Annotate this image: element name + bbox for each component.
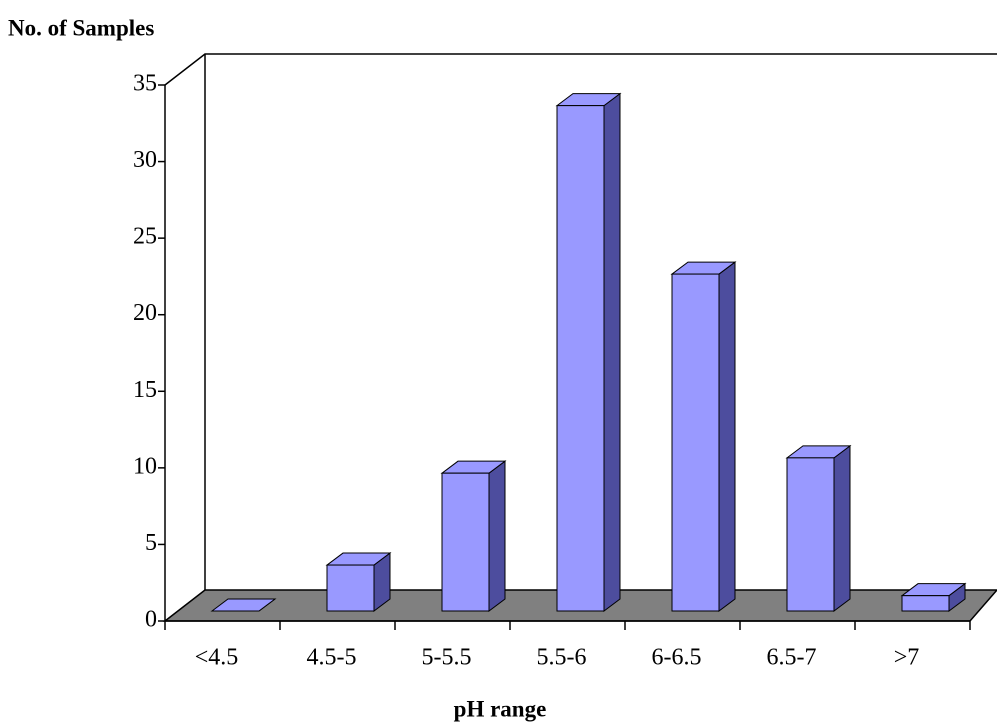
chart: No. of Samples pH range 0 5 10 15 20 25 30 35 <4…	[0, 0, 997, 726]
y-tick-label: 15	[133, 377, 157, 403]
bar-side	[834, 446, 850, 611]
y-tick-label: 10	[133, 453, 157, 479]
bar	[442, 473, 489, 611]
y-tick-label: 30	[133, 147, 157, 173]
x-tick-label: 6-6.5	[652, 645, 702, 671]
page: {"chart_data": {"type": "bar", "ylabel":…	[0, 0, 997, 726]
bar-side	[604, 94, 620, 611]
y-tick-label: 5	[145, 530, 157, 556]
y-tick-label: 25	[133, 224, 157, 250]
x-tick-label: 6.5-7	[767, 645, 817, 671]
bar-side	[489, 461, 505, 611]
back-wall	[165, 54, 997, 85]
y-tick-label: 20	[133, 300, 157, 326]
y-axis-title: No. of Samples	[8, 15, 154, 40]
x-tick-label: <4.5	[195, 645, 239, 671]
bar	[902, 596, 949, 611]
x-tick-label: 4.5-5	[307, 645, 357, 671]
y-tick-label: 35	[133, 71, 157, 97]
y-tick-label: 0	[145, 607, 157, 633]
bar	[557, 106, 604, 611]
x-tick-label: >7	[894, 645, 920, 671]
bar	[787, 458, 834, 611]
x-tick-label: 5-5.5	[422, 645, 472, 671]
bar	[672, 274, 719, 611]
bar-side	[719, 262, 735, 611]
x-axis-title: pH range	[454, 696, 547, 721]
bar	[327, 565, 374, 611]
x-tick-label: 5.5-6	[537, 645, 587, 671]
